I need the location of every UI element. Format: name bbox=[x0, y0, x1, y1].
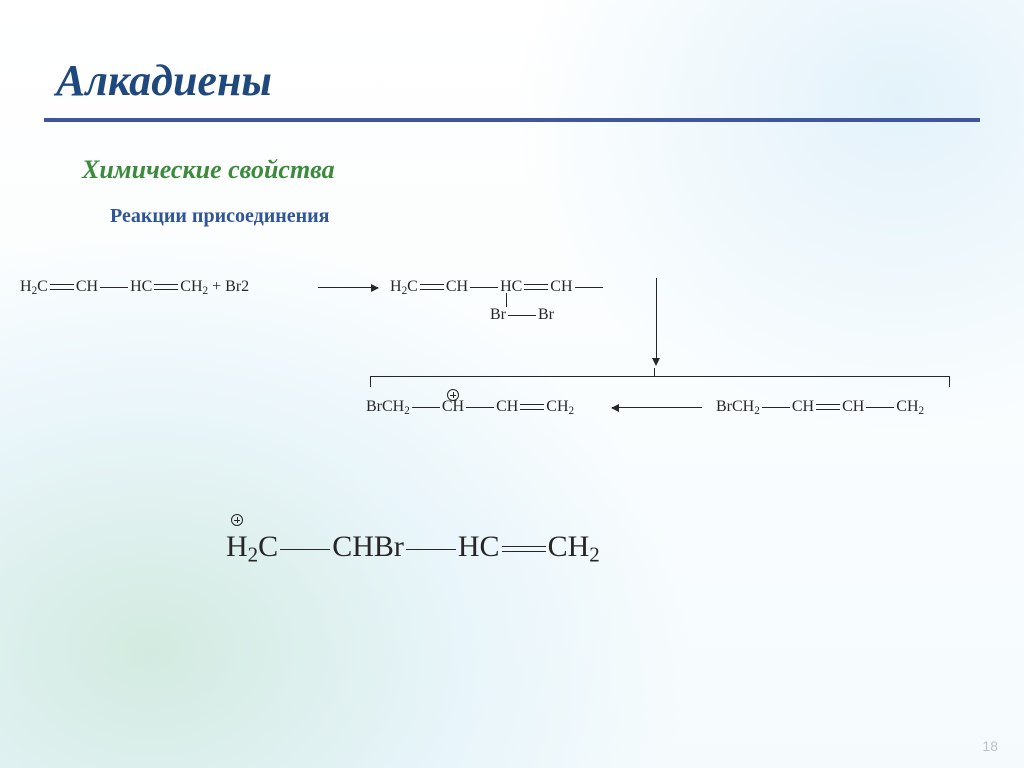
chem-formula: H2CCHBrHCCH2 bbox=[226, 530, 600, 567]
arrow-down-icon bbox=[652, 358, 660, 366]
chem-formula: H2CCHHCCH bbox=[390, 278, 605, 297]
chem-formula: BrCH2CHCHCH2 bbox=[716, 398, 924, 417]
reaction-pathway-line bbox=[656, 278, 657, 358]
title-underline bbox=[44, 118, 980, 122]
reaction-arrow bbox=[318, 287, 378, 288]
chem-formula: H2CCHHCCH2 + Br2 bbox=[20, 278, 249, 297]
slide-title: Алкадиены bbox=[56, 55, 272, 106]
brace-tick bbox=[654, 368, 655, 376]
chem-formula: BrCH2CHCHCH2 bbox=[366, 398, 574, 417]
slide-number: 18 bbox=[982, 738, 998, 754]
slide: Алкадиены Химические свойства Реакции пр… bbox=[0, 0, 1024, 768]
brace-line bbox=[370, 376, 950, 377]
subtitle: Химические свойства bbox=[82, 155, 335, 185]
bond-line bbox=[506, 293, 507, 307]
section-heading: Реакции присоединения bbox=[110, 205, 330, 228]
chem-formula: BrBr bbox=[490, 306, 554, 324]
resonance-arrow bbox=[612, 407, 702, 408]
